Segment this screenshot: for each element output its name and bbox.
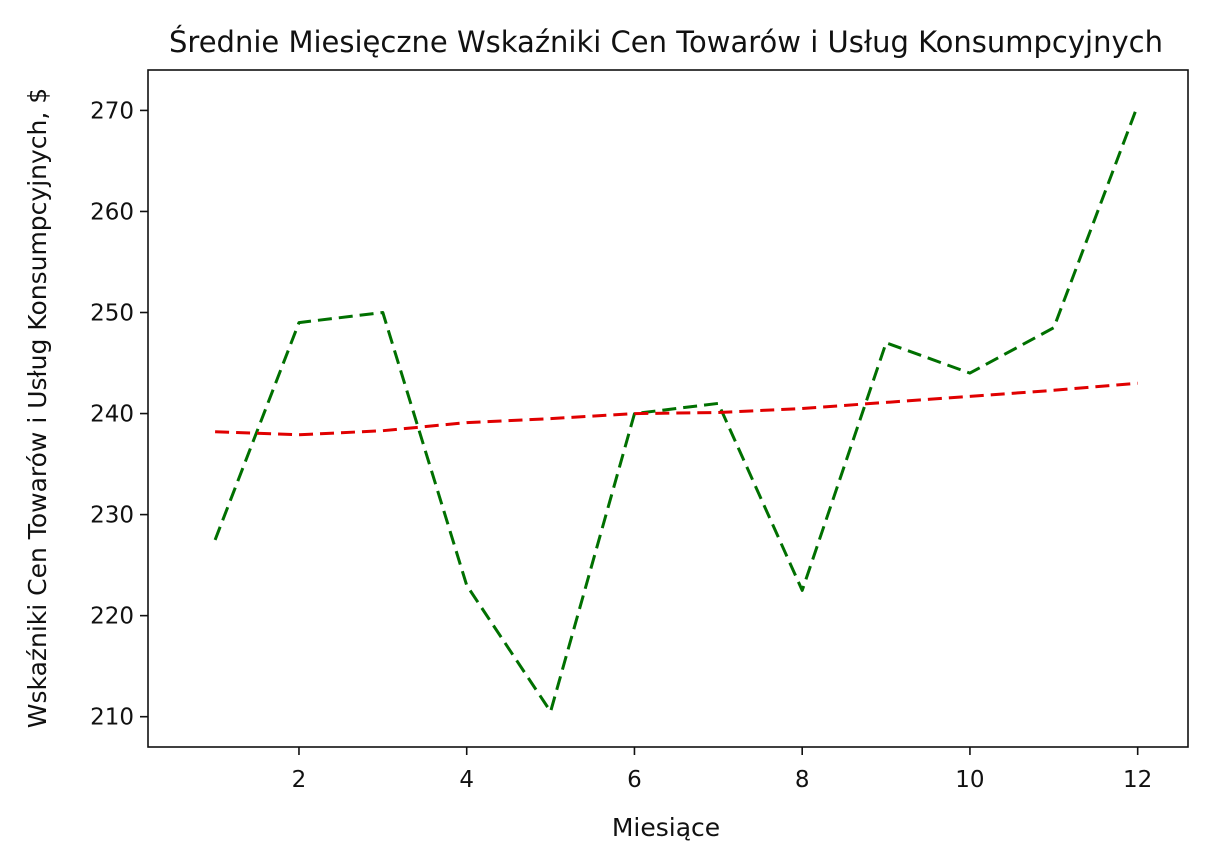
x-tick-label: 10 <box>955 767 984 793</box>
x-tick-label: 2 <box>292 767 307 793</box>
y-axis-label: Wskaźniki Cen Towarów i Usług Konsumpcyj… <box>23 88 52 728</box>
y-tick-label: 220 <box>90 604 134 630</box>
plot-area <box>147 69 1189 748</box>
green-series-line <box>213 104 1140 714</box>
x-axis-label: Miesiące <box>612 813 720 842</box>
y-tick-label: 270 <box>90 98 134 124</box>
x-tick-label: 8 <box>795 767 810 793</box>
series-layer <box>213 104 1140 714</box>
y-tick-label: 230 <box>90 503 134 529</box>
y-tick-label: 250 <box>90 301 134 327</box>
x-tick-label: 6 <box>627 767 642 793</box>
y-tick-label: 240 <box>90 402 134 428</box>
y-tick-label: 260 <box>90 199 134 225</box>
x-tick-label: 4 <box>459 767 474 793</box>
x-tick-label: 12 <box>1123 767 1152 793</box>
y-tick-label: 210 <box>90 705 134 731</box>
ticks-layer: 2 4 6 8 10 12 210 220 230 240 250 260 270 <box>90 98 1152 793</box>
chart-title: Średnie Miesięczne Wskaźniki Cen Towarów… <box>169 25 1163 59</box>
red-series-line <box>215 381 1138 437</box>
